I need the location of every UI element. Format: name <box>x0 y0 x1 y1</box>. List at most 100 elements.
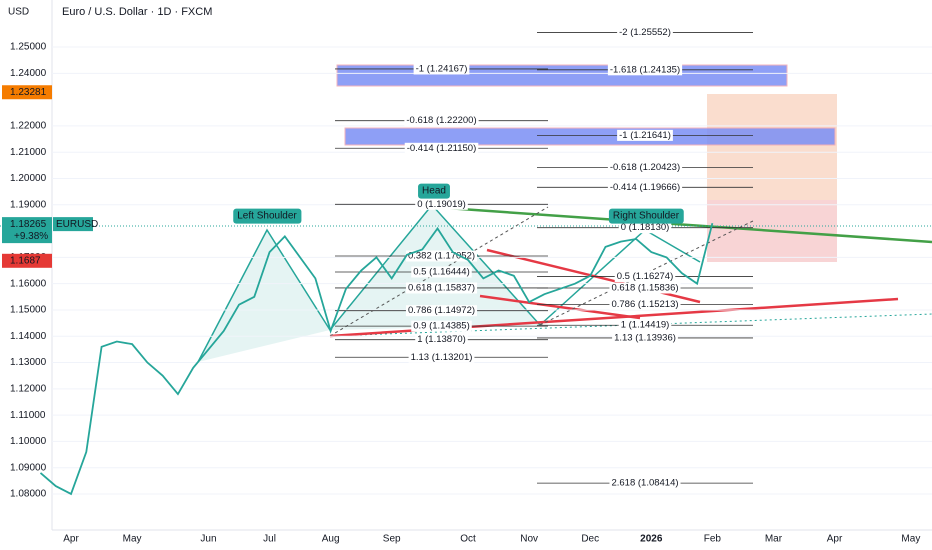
x-tick-label: Mar <box>765 534 783 545</box>
y-tick-label: 1.08000 <box>10 489 47 500</box>
fib-label-bg <box>404 142 479 154</box>
x-tick-label: Apr <box>827 534 843 545</box>
fib-label: 0.382 (1.17052) <box>408 251 475 262</box>
target-zone <box>707 94 837 200</box>
fib-label-bg <box>617 129 673 141</box>
fib-label: -1 (1.21641) <box>619 130 671 141</box>
x-tick-label: Sep <box>383 534 401 545</box>
pattern-label-bg <box>233 208 302 224</box>
y-tick-label: 1.10000 <box>10 436 47 447</box>
fib-label: -2 (1.25552) <box>619 27 671 38</box>
chart-title: Euro / U.S. Dollar · 1D · FXCM <box>62 6 212 18</box>
symbol-label: EURUSD <box>56 219 98 230</box>
y-tick-label: 1.20000 <box>10 173 47 184</box>
fib-box <box>344 127 836 146</box>
y-tick-label: 1.16000 <box>10 278 47 289</box>
pattern-label-bg <box>418 183 450 199</box>
fib-label: 1 (1.13870) <box>417 334 466 345</box>
x-tick-label: Jul <box>263 534 276 545</box>
y-tick-label: 1.19000 <box>10 199 47 210</box>
price-tag-label: 1.1687 <box>10 255 41 266</box>
fib-box <box>336 64 788 87</box>
fib-label-bg <box>614 270 676 282</box>
price-change: +9.38% <box>14 231 48 242</box>
x-tick-label: Oct <box>460 534 476 545</box>
fib-label: 0.5 (1.16444) <box>413 267 470 278</box>
x-tick-label: Apr <box>63 534 79 545</box>
x-tick-label: May <box>123 534 142 545</box>
fib-label: 0 (1.18130) <box>621 222 670 233</box>
pattern-fill <box>198 230 330 362</box>
fib-label-bg <box>618 319 672 331</box>
wedge-line <box>479 294 641 320</box>
fib-trend <box>539 219 756 326</box>
fib-label-bg <box>411 266 472 278</box>
fib-label-bg <box>405 305 478 317</box>
fib-label-bg <box>609 282 681 294</box>
pattern-label: Left Shoulder <box>237 211 297 222</box>
fib-label: 0.5 (1.16274) <box>617 271 674 282</box>
fib-label-bg <box>408 351 475 363</box>
fib-label-bg <box>612 332 678 344</box>
x-tick-label: Dec <box>581 534 599 545</box>
fib-label: 0.786 (1.15213) <box>611 299 678 310</box>
fib-label: 1.13 (1.13936) <box>614 332 676 343</box>
fib-label: 0.786 (1.14972) <box>408 305 475 316</box>
y-tick-label: 1.14000 <box>10 331 47 342</box>
fib-label-bg <box>607 64 683 76</box>
y-tick-label: 1.24000 <box>10 68 47 79</box>
pattern-label-bg <box>608 208 684 224</box>
fib-label: 0.9 (1.14385) <box>413 321 470 332</box>
y-tick-label: 1.15000 <box>10 305 47 316</box>
pattern-label: Right Shoulder <box>613 211 680 222</box>
fib-label-bg <box>405 282 478 294</box>
y-tick-label: 1.13000 <box>10 357 47 368</box>
y-tick-label: 1.21000 <box>10 147 47 158</box>
fib-label: -0.618 (1.20423) <box>610 162 680 173</box>
price-tag-label: 1.18265 <box>10 219 47 230</box>
fib-label-bg <box>404 115 479 127</box>
x-tick-label: Feb <box>704 534 722 545</box>
fib-label: 1.13 (1.13201) <box>411 352 473 363</box>
y-tick-label: 1.22000 <box>10 121 47 132</box>
fib-label: -0.414 (1.19666) <box>610 182 680 193</box>
neckline <box>431 205 932 244</box>
y-tick-label: 1.25000 <box>10 42 47 53</box>
fib-label: -0.618 (1.22200) <box>406 115 476 126</box>
fib-label: 1 (1.14419) <box>621 320 670 331</box>
fib-label-bg <box>411 320 472 332</box>
fib-label: -0.414 (1.21150) <box>407 143 477 154</box>
fib-label: 2.618 (1.08414) <box>611 478 678 489</box>
price-line <box>39 222 714 496</box>
fib-label-bg <box>618 222 672 234</box>
fib-label-bg <box>607 161 683 173</box>
fib-label: -1.618 (1.24135) <box>610 64 680 75</box>
pattern-label: Head <box>422 186 446 197</box>
fib-label-bg <box>413 63 470 75</box>
fib-label-bg <box>415 334 468 346</box>
fib-label-bg <box>609 298 681 310</box>
fib-label-bg <box>415 198 468 210</box>
y-tick-label: 1.12000 <box>10 383 47 394</box>
y-tick-label: 1.09000 <box>10 462 47 473</box>
fib-label-bg <box>609 477 681 489</box>
price-tag-label: 1.23281 <box>10 87 47 98</box>
x-tick-label: May <box>901 534 920 545</box>
price-tag <box>2 253 52 268</box>
fib-label: 0.618 (1.15837) <box>408 282 475 293</box>
y-tick-label: 1.11000 <box>10 410 46 421</box>
price-tag <box>2 85 52 100</box>
fib-label: 0.618 (1.15836) <box>611 282 678 293</box>
symbol-tag <box>53 217 93 232</box>
x-tick-label: Jun <box>200 534 216 545</box>
fib-label-bg <box>617 27 673 39</box>
x-tick-label: Aug <box>322 534 340 545</box>
currency: USD <box>8 7 29 18</box>
fib-label-bg <box>607 181 683 193</box>
fib-label-bg <box>405 250 478 262</box>
fib-label: -1 (1.24167) <box>416 63 468 74</box>
x-tick-label: Nov <box>520 534 538 545</box>
x-tick-label: 2026 <box>640 534 663 545</box>
price-tag <box>2 217 52 244</box>
